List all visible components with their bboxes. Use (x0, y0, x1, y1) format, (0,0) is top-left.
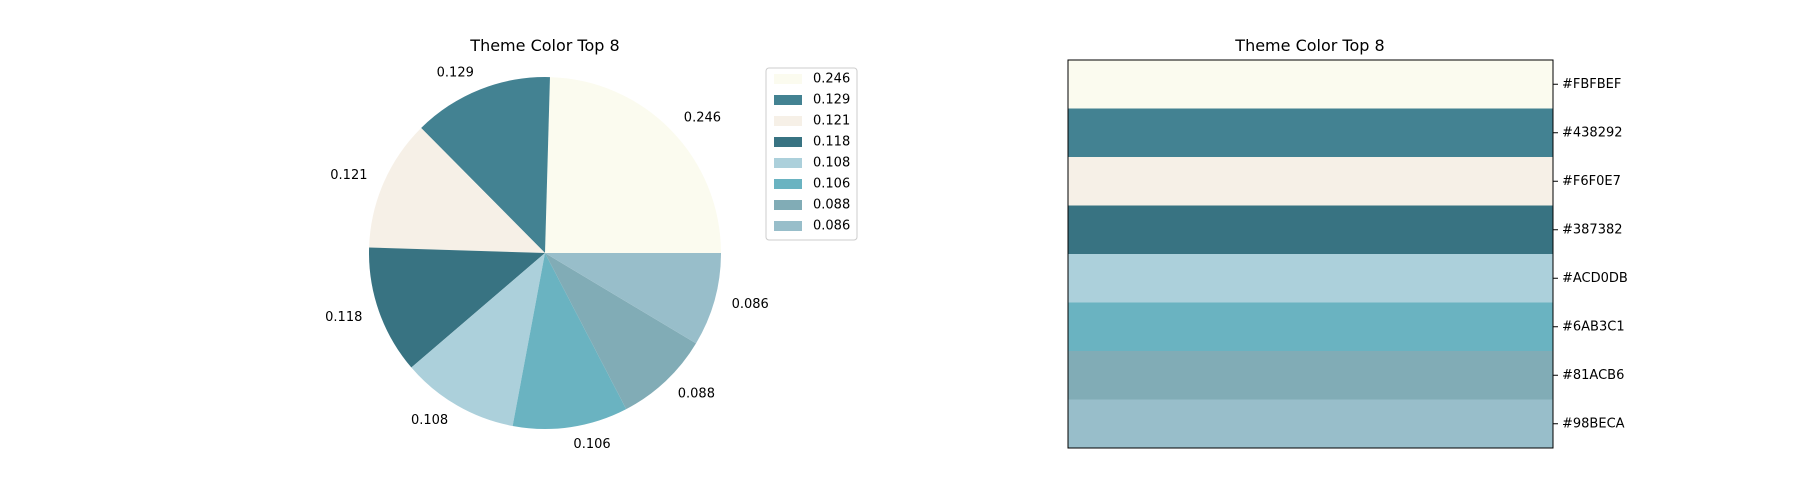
pie-slice-label: 0.129 (437, 65, 474, 80)
legend-swatch (774, 179, 802, 189)
color-swatch-bar (1068, 60, 1553, 109)
legend-label: 0.121 (813, 114, 850, 129)
pie-slice-label: 0.086 (732, 297, 769, 312)
legend-swatch (774, 200, 802, 210)
legend-label: 0.118 (813, 135, 850, 150)
pie-slices (369, 77, 721, 430)
swatch-ticks: #FBFBEF #438292 #F6F0E7 #387382 #ACD0DB #6AB3… (1553, 77, 1628, 431)
legend-swatch (774, 221, 802, 231)
pie-slice (545, 253, 697, 410)
pie-slice-label: 0.106 (573, 437, 610, 452)
pie-labels: 0.246 0.129 0.121 0.118 0.108 0.106 0.088 0.086 (325, 65, 769, 452)
legend-frame (765, 67, 858, 241)
legend-swatch (774, 74, 802, 84)
pie-slice (421, 77, 550, 253)
color-swatch-bar (1068, 254, 1553, 303)
y-tick-label: #ACD0DB (1562, 271, 1628, 286)
legend-label: 0.129 (813, 93, 850, 108)
y-tick-label: #387382 (1562, 222, 1623, 237)
color-swatch-bar (1068, 157, 1553, 206)
pie-slice (545, 253, 721, 344)
legend-label: 0.086 (813, 219, 850, 234)
pie-slice (545, 77, 721, 253)
color-swatch-bar (1068, 302, 1553, 352)
pie-chart: Theme Color Top 8 0.2460.1290.1210.1180.… (325, 36, 858, 452)
swatch-bars (1068, 60, 1553, 449)
y-tick-label: #98BECA (1562, 416, 1625, 431)
legend-swatch (774, 158, 802, 168)
pie-slice-label: 0.118 (325, 310, 362, 325)
swatch-chart: Theme Color Top 8 #FBFBEF#438292#F6F0E7#… (1067, 36, 1628, 449)
pie-legend: 0.246 0.129 0.121 0.118 0.108 0.106 0.088 0.086 (765, 67, 858, 241)
pie-slice (369, 127, 545, 253)
color-swatch-bar (1068, 399, 1553, 449)
legend-swatch (774, 95, 802, 105)
pie-slice (411, 253, 545, 426)
y-tick-label: #FBFBEF (1562, 77, 1621, 92)
swatch-chart-title: Theme Color Top 8 (1234, 36, 1384, 55)
legend-label: 0.106 (813, 177, 850, 192)
y-tick-label: #81ACB6 (1562, 368, 1624, 383)
y-tick-label: #438292 (1562, 125, 1623, 140)
pie-chart-title: Theme Color Top 8 (469, 36, 619, 55)
pie-slice-label: 0.108 (411, 413, 448, 428)
legend-swatch (774, 137, 802, 147)
pie-slice-label: 0.088 (678, 386, 715, 401)
y-tick-label: #F6F0E7 (1562, 174, 1621, 189)
pie-slice-label: 0.121 (330, 168, 367, 183)
legend-label: 0.108 (813, 156, 850, 171)
color-swatch-bar (1068, 108, 1553, 158)
pie-slice (369, 247, 545, 368)
color-swatch-bar (1068, 205, 1553, 255)
y-tick-label: #6AB3C1 (1562, 319, 1625, 334)
legend-label: 0.088 (813, 198, 850, 213)
color-swatch-bar (1068, 351, 1553, 400)
legend-entries: 0.246 0.129 0.121 0.118 0.108 0.106 0.088 0.086 (774, 72, 850, 234)
legend-label: 0.246 (813, 72, 850, 87)
swatch-axes-frame (1067, 59, 1554, 449)
pie-slice (512, 253, 627, 430)
pie-slice-label: 0.246 (684, 111, 721, 126)
legend-swatch (774, 116, 802, 126)
